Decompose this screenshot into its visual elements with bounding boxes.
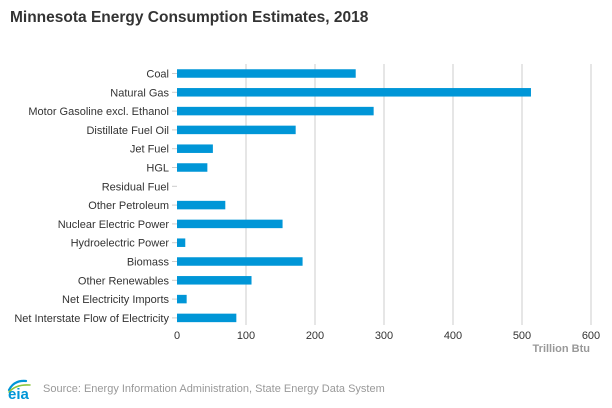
category-label: Biomass <box>127 257 170 269</box>
x-tick-label: 300 <box>375 330 393 342</box>
category-label: Net Interstate Flow of Electricity <box>14 313 169 325</box>
x-tick-labels: 0 100 200 300 400 500 600 <box>174 330 600 342</box>
bar <box>177 106 374 116</box>
category-label: Net Electricity Imports <box>62 294 169 306</box>
x-tick-label: 500 <box>513 330 531 342</box>
eia-logo: eia <box>7 379 31 402</box>
bar <box>177 276 252 285</box>
category-label: Jet Fuel <box>130 144 169 156</box>
x-tick-label: 200 <box>306 330 324 342</box>
bar-chart: Coal Natural Gas Motor Gasoline excl. Etha… <box>14 64 600 355</box>
category-label: HGL <box>146 163 169 175</box>
bar <box>177 163 208 172</box>
bar <box>177 125 296 135</box>
bar <box>177 219 283 229</box>
bar <box>177 88 531 97</box>
x-axis-label: Trillion Btu <box>533 343 590 355</box>
category-label: Motor Gasoline excl. Ethanol <box>28 106 169 118</box>
category-label: Residual Fuel <box>102 181 169 193</box>
x-tick-label: 600 <box>582 330 600 342</box>
category-label: Natural Gas <box>110 87 169 99</box>
gridlines <box>172 64 592 325</box>
x-tick-label: 400 <box>444 330 462 342</box>
category-label: Coal <box>146 69 169 81</box>
bar <box>177 294 187 304</box>
category-label: Other Renewables <box>78 275 170 287</box>
bar <box>177 69 356 78</box>
bar <box>177 257 303 266</box>
source-note: Source: Energy Information Administratio… <box>43 383 385 395</box>
category-label: Hydroelectric Power <box>71 238 170 250</box>
bar <box>177 200 226 210</box>
x-tick-label: 0 <box>174 330 180 342</box>
chart-title: Minnesota Energy Consumption Estimates, … <box>10 9 369 26</box>
bar <box>177 238 186 247</box>
bar <box>177 144 213 153</box>
category-label: Nuclear Electric Power <box>58 219 170 231</box>
svg-text:eia: eia <box>8 386 30 402</box>
x-tick-label: 100 <box>237 330 255 342</box>
category-label: Distillate Fuel Oil <box>86 125 169 137</box>
bars <box>177 69 531 323</box>
category-label: Other Petroleum <box>88 200 169 212</box>
bar <box>177 313 237 323</box>
category-labels: Coal Natural Gas Motor Gasoline excl. Etha… <box>14 69 169 325</box>
